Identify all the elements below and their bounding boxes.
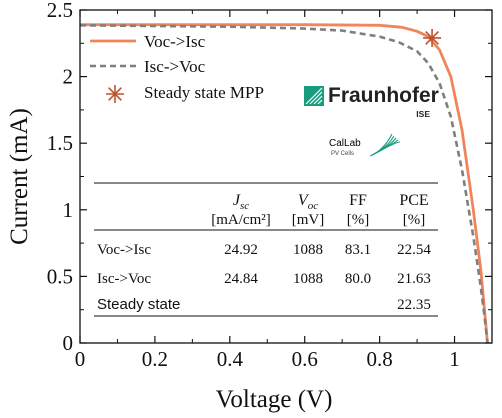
table-row-label-1: Isc->Voc	[97, 271, 151, 287]
table-header-symbol: V	[298, 192, 310, 209]
table-header-0: Jsc	[233, 192, 249, 212]
callab-logo: CalLab PV Cells	[329, 133, 401, 157]
x-tick-label: 1	[449, 347, 460, 371]
x-axis-title: Voltage (V)	[216, 386, 333, 413]
x-tick-label: 0	[75, 347, 86, 371]
y-tick-label: 1	[63, 198, 74, 222]
axes: 0 0.2 0.4 0.6 0.8 1 0 0.5 1 1.5 2 2.5 Voltage (V) Cur…	[6, 0, 493, 413]
plot-frame	[79, 9, 493, 344]
results-table: Jsc[mA/cm²] Voc[mV] FF [%] PCE [%] Voc->Isc 24.…	[94, 182, 438, 317]
y-tick-label: 1.5	[47, 131, 73, 155]
table-cell-1-3: 21.63	[397, 271, 431, 287]
mpp-marker-0	[423, 28, 442, 47]
table-header-symbol: PCE	[399, 192, 428, 209]
callab-swoosh-stroke	[377, 141, 401, 153]
x-tick-label: 0.6	[292, 347, 318, 371]
fraunhofer-logo-text: Fraunhofer	[328, 84, 439, 107]
y-tick-label: 0.5	[47, 264, 73, 288]
table-header-unit-1: [mV]	[292, 212, 325, 228]
series-layer	[79, 23, 489, 344]
table-cell-0-1: 1088	[293, 242, 323, 258]
table-header-symbol: J	[233, 192, 241, 209]
mpp-marker-stroke	[425, 31, 440, 45]
table-header-subscript: sc	[240, 200, 249, 212]
callab-logo-text: CalLab	[329, 138, 361, 149]
table-header-symbol: FF	[349, 192, 367, 209]
fraunhofer-mark-stripe	[305, 87, 323, 105]
table-row-label-0: Voc->Isc	[97, 242, 151, 258]
table-cell-2-3: 22.35	[397, 297, 431, 313]
y-axis-title: Current (mA)	[6, 108, 33, 245]
table-cell-1-0: 24.84	[224, 271, 258, 287]
table-header-2: FF	[349, 192, 367, 209]
table-header-1: Voc	[298, 192, 318, 212]
series-line-1	[79, 24, 489, 344]
logos: Fraunhofer ISE CalLab PV Cells	[304, 84, 439, 157]
table-cell-0-0: 24.92	[224, 242, 258, 258]
table-header-unit-2: [%]	[347, 212, 370, 228]
fraunhofer-mark-stripe	[309, 91, 323, 105]
table-header-3: PCE	[399, 192, 428, 209]
x-tick-label: 0.8	[367, 347, 393, 371]
fraunhofer-logo: Fraunhofer ISE	[304, 84, 439, 119]
table-cell-0-2: 83.1	[345, 242, 371, 258]
legend-label-1: Isc->Voc	[144, 57, 206, 76]
y-tick-label: 2.5	[47, 0, 73, 22]
fraunhofer-mark-stripe	[317, 99, 323, 105]
fraunhofer-mark-stripe	[313, 95, 323, 105]
x-tick-label: 0.4	[217, 347, 244, 371]
legend-marker-2	[106, 85, 124, 103]
table-row-label-2: Steady state	[97, 296, 180, 313]
callab-swoosh-icon	[369, 133, 401, 157]
table-cell-1-2: 80.0	[345, 271, 371, 287]
table-header-unit-0: [mA/cm²]	[211, 212, 270, 228]
legend-label-2: Steady state MPP	[144, 83, 264, 102]
y-tick-label: 2	[63, 65, 74, 89]
fraunhofer-mark-icon	[304, 86, 324, 106]
table-cell-0-3: 22.54	[397, 242, 431, 258]
table-header-subscript: oc	[308, 200, 319, 212]
y-tick-label: 0	[63, 331, 74, 355]
table-header-unit-3: [%]	[403, 212, 426, 228]
mpp-marker-stroke	[108, 87, 122, 101]
fraunhofer-logo-subtext: ISE	[416, 109, 430, 119]
legend-label-0: Voc->Isc	[144, 32, 206, 51]
legend: Voc->Isc Isc->Voc Steady state MPP	[90, 32, 264, 103]
callab-logo-subtext: PV Cells	[331, 151, 354, 157]
table-cell-1-1: 1088	[293, 271, 323, 287]
x-tick-label: 0.2	[142, 347, 168, 371]
series-line-0	[80, 23, 489, 344]
